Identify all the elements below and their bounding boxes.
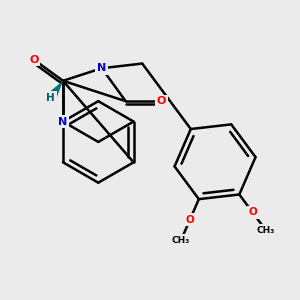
Text: O: O	[185, 215, 194, 225]
Text: N: N	[58, 117, 68, 127]
Text: H: H	[46, 93, 55, 103]
Text: CH₃: CH₃	[257, 226, 275, 235]
Text: N: N	[97, 63, 106, 73]
Text: O: O	[29, 55, 39, 65]
Text: O: O	[157, 96, 166, 106]
Polygon shape	[48, 81, 63, 99]
Text: O: O	[248, 208, 257, 218]
Text: CH₃: CH₃	[172, 236, 190, 245]
